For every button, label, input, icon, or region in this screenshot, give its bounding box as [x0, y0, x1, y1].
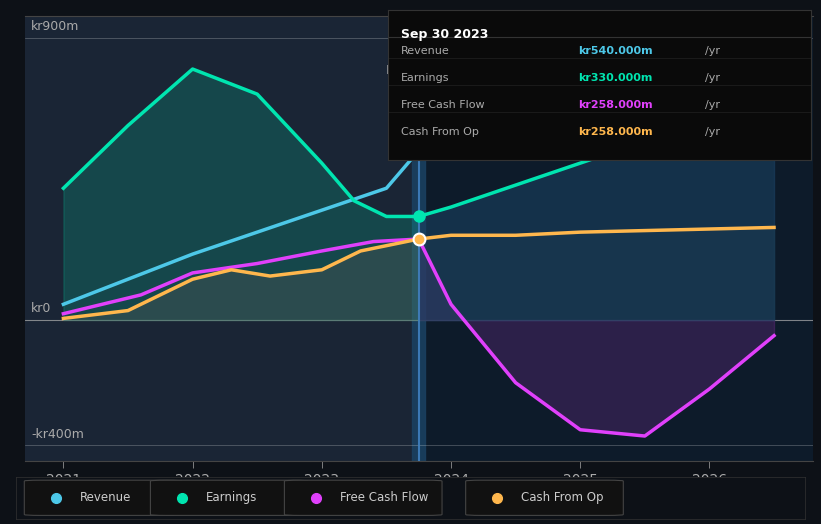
Text: kr330.000m: kr330.000m	[579, 73, 653, 83]
Text: Past: Past	[386, 64, 412, 78]
Text: /yr: /yr	[705, 100, 721, 110]
Text: /yr: /yr	[705, 46, 721, 56]
Text: /yr: /yr	[705, 73, 721, 83]
Bar	[412, 16, 425, 461]
FancyBboxPatch shape	[284, 480, 442, 516]
Text: Revenue: Revenue	[80, 492, 131, 504]
Text: Analysts Forecasts: Analysts Forecasts	[429, 64, 545, 78]
Bar	[25, 16, 419, 461]
Text: kr540.000m: kr540.000m	[579, 46, 654, 56]
Text: Cash From Op: Cash From Op	[401, 127, 479, 137]
Text: /yr: /yr	[705, 127, 721, 137]
Text: kr258.000m: kr258.000m	[579, 100, 654, 110]
Text: Revenue: Revenue	[401, 46, 450, 56]
Text: -kr400m: -kr400m	[31, 428, 84, 441]
Bar	[419, 16, 813, 461]
Text: Earnings: Earnings	[401, 73, 450, 83]
Text: Free Cash Flow: Free Cash Flow	[340, 492, 428, 504]
Text: kr0: kr0	[31, 302, 52, 315]
Text: kr258.000m: kr258.000m	[579, 127, 654, 137]
Text: Cash From Op: Cash From Op	[521, 492, 603, 504]
Text: kr900m: kr900m	[31, 20, 80, 33]
FancyBboxPatch shape	[466, 480, 623, 516]
Text: Free Cash Flow: Free Cash Flow	[401, 100, 484, 110]
Text: Sep 30 2023: Sep 30 2023	[401, 28, 488, 41]
FancyBboxPatch shape	[150, 480, 308, 516]
Text: Earnings: Earnings	[205, 492, 257, 504]
FancyBboxPatch shape	[25, 480, 182, 516]
